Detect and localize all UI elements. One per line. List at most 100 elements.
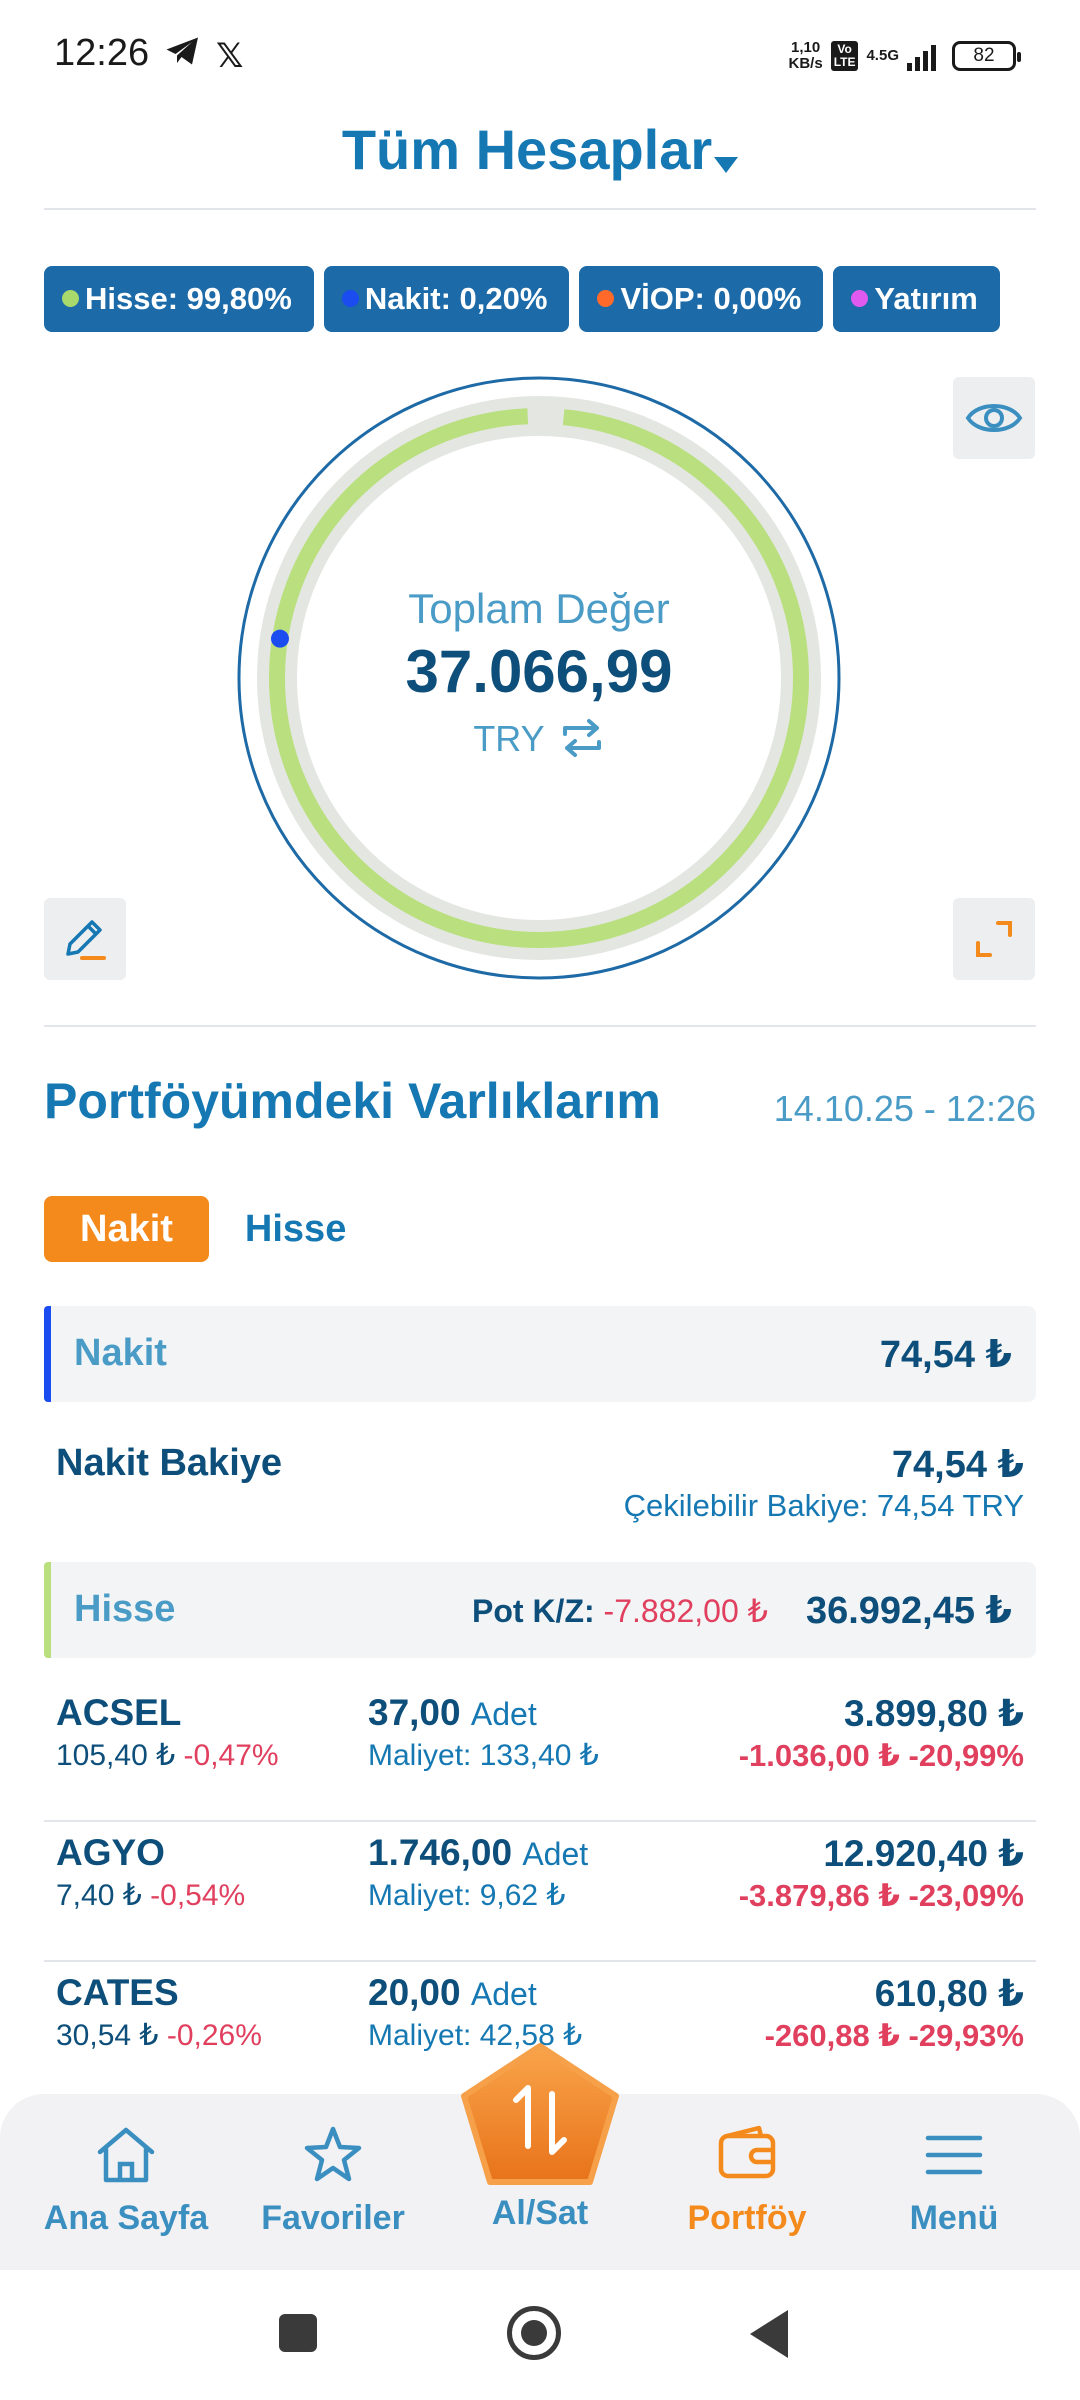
cash-balance-row[interactable]: Nakit Bakiye 74,54 ₺ Çekilebilir Bakiye:…	[44, 1432, 1036, 1532]
stock-change: -0,54%	[150, 1879, 246, 1912]
wallet-icon	[718, 2125, 776, 2179]
group-name: Hisse	[74, 1588, 176, 1630]
stock-symbol: ACSEL	[56, 1692, 182, 1733]
nav-label: Ana Sayfa	[43, 2199, 209, 2237]
portfolio-donut: Toplam Değer 37.066,99 TRY	[236, 375, 842, 981]
stock-cost: Maliyet: 133,40 ₺	[368, 1739, 599, 1772]
donut-segment-nakit	[270, 629, 289, 648]
potential-pl-value: -7.882,00 ₺	[603, 1593, 768, 1629]
edit-button[interactable]	[44, 898, 126, 980]
stock-change: -0,26%	[166, 2019, 262, 2052]
stock-value: 3.899,80 ₺	[843, 1693, 1024, 1734]
allocation-chips[interactable]: Hisse: 99,80% Nakit: 0,20% VİOP: 0,00% Yatı…	[44, 266, 1036, 332]
menu-icon	[925, 2135, 983, 2175]
donut-chart	[237, 376, 841, 980]
chip-dot	[341, 290, 359, 308]
group-name: Nakit	[74, 1332, 167, 1374]
trade-button-shape	[461, 2043, 619, 2185]
chip-viop[interactable]: VİOP: 0,00%	[579, 266, 824, 332]
stock-quantity: 1.746,00 Adet	[368, 1832, 589, 1873]
group-total: 74,54 ₺	[879, 1334, 1012, 1376]
nav-al-sat[interactable]: Al/Sat	[440, 2186, 640, 2233]
total-value-label: Toplam Değer	[408, 585, 670, 632]
nav-ana-sayfa[interactable]: Ana Sayfa	[26, 2124, 226, 2238]
currency-switch[interactable]: TRY	[236, 718, 842, 761]
battery-level: 82	[973, 45, 995, 66]
stock-price: 105,40 ₺ -0,47%	[56, 1739, 279, 1772]
system-navigation	[0, 2270, 1080, 2400]
table-row[interactable]: ACSEL 105,40 ₺ -0,47% 37,00 Adet Maliyet…	[44, 1682, 1036, 1822]
stock-pl: -3.879,86 ₺ -23,09%	[738, 1878, 1024, 1913]
group-total: 36.992,45 ₺	[805, 1590, 1012, 1632]
table-row[interactable]: AGYO 7,40 ₺ -0,54% 1.746,00 Adet Maliyet…	[44, 1822, 1036, 1962]
nav-portfoy[interactable]: Portföy	[647, 2124, 847, 2238]
nav-menu[interactable]: Menü	[854, 2124, 1054, 2238]
back-button[interactable]	[750, 2310, 788, 2358]
stock-value: 12.920,40 ₺	[823, 1833, 1024, 1874]
nav-label: Menü	[909, 2199, 999, 2237]
stock-change: -0,47%	[183, 1739, 279, 1772]
toggle-visibility-button[interactable]	[953, 377, 1035, 459]
section-date: 14.10.25 - 12:26	[773, 1088, 1036, 1129]
expand-button[interactable]	[953, 898, 1035, 980]
stock-quantity: 20,00 Adet	[368, 1972, 537, 2013]
star-icon	[304, 2126, 362, 2182]
signal-icon	[907, 41, 936, 71]
nav-favoriler[interactable]: Favoriler	[233, 2124, 433, 2238]
telegram-icon	[166, 37, 198, 65]
pencil-icon	[66, 920, 106, 960]
total-value: 37.066,99	[405, 638, 673, 705]
chip-dot	[597, 290, 615, 308]
potential-pl: Pot K/Z: -7.882,00 ₺	[472, 1593, 768, 1629]
nav-label: Al/Sat	[491, 2194, 589, 2232]
trade-button[interactable]	[456, 2042, 624, 2192]
home-button[interactable]	[507, 2306, 561, 2360]
stock-price: 30,54 ₺ -0,26%	[56, 2019, 262, 2052]
stock-price: 7,40 ₺ -0,54%	[56, 1879, 246, 1912]
network-speed: 1,10 KB/s	[788, 39, 823, 72]
chip-yatirim[interactable]: Yatırım	[833, 266, 1000, 332]
page-title: Tüm Hesaplar	[341, 118, 713, 181]
stock-quantity: 37,00 Adet	[368, 1692, 537, 1733]
total-value-block: Toplam Değer 37.066,99 TRY	[236, 375, 842, 981]
cash-balance-label: Nakit Bakiye	[56, 1442, 283, 1484]
stock-value: 610,80 ₺	[874, 1973, 1024, 2014]
section-title: Portföyümdeki Varlıklarım	[44, 1073, 661, 1129]
stock-cost: Maliyet: 9,62 ₺	[368, 1879, 566, 1912]
stock-pl: -1.036,00 ₺ -20,99%	[738, 1738, 1024, 1773]
eye-icon	[965, 404, 1023, 432]
divider	[44, 1025, 1036, 1027]
cash-balance-value: 74,54 ₺	[891, 1444, 1024, 1486]
stock-cost: Maliyet: 42,58 ₺	[368, 2019, 583, 2052]
network-type: 4.5G	[866, 47, 899, 64]
trade-icon	[513, 2085, 567, 2155]
x-app-icon: 𝕏	[216, 37, 244, 75]
asset-tabs: Nakit Hisse	[44, 1196, 382, 1262]
status-time: 12:26	[54, 32, 150, 74]
donut-outer-ring	[237, 376, 841, 980]
account-selector[interactable]: Tüm Hesaplar	[44, 110, 1036, 210]
chip-dot	[851, 290, 869, 308]
donut-segment-hisse	[269, 408, 809, 948]
recents-button[interactable]	[279, 2314, 317, 2352]
tab-nakit[interactable]: Nakit	[44, 1196, 209, 1262]
stock-symbol: CATES	[56, 1972, 179, 2013]
withdrawable-balance: Çekilebilir Bakiye: 74,54 TRY	[623, 1488, 1024, 1523]
group-color-bar	[44, 1306, 51, 1402]
chip-hisse[interactable]: Hisse: 99,80%	[44, 266, 314, 332]
group-color-bar	[44, 1562, 51, 1658]
nav-label: Portföy	[687, 2199, 807, 2237]
chip-nakit[interactable]: Nakit: 0,20%	[323, 266, 570, 332]
volte-icon: Vo LTE	[830, 41, 859, 71]
caret-down-icon	[714, 156, 739, 173]
status-indicators: 1,10 KB/s Vo LTE 4.5G 82	[788, 36, 1021, 76]
chip-dot	[62, 290, 79, 308]
tab-hisse[interactable]: Hisse	[244, 1208, 347, 1250]
home-icon	[97, 2127, 155, 2183]
group-header-nakit[interactable]: Nakit 74,54 ₺	[44, 1306, 1036, 1402]
stock-pl: -260,88 ₺ -29,93%	[764, 2018, 1024, 2053]
battery-icon: 82	[952, 41, 1021, 71]
swap-currency-icon[interactable]	[559, 718, 605, 758]
group-header-hisse[interactable]: Hisse Pot K/Z: -7.882,00 ₺ 36.992,45 ₺	[44, 1562, 1036, 1658]
nav-label: Favoriler	[261, 2199, 405, 2237]
